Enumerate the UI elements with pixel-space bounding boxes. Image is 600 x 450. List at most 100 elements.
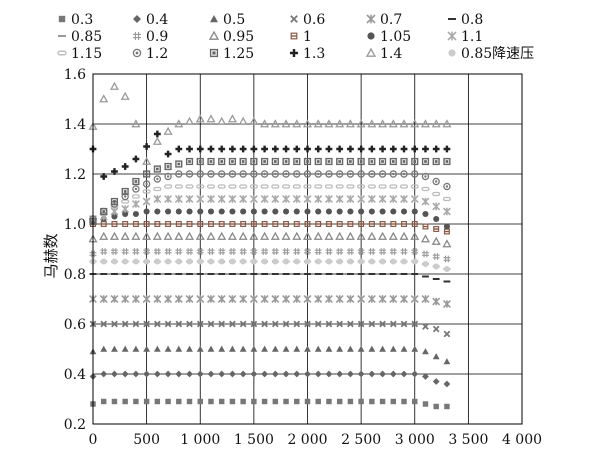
data-point bbox=[324, 184, 333, 189]
data-point bbox=[422, 210, 429, 218]
data-point bbox=[400, 157, 408, 166]
data-point bbox=[378, 295, 387, 303]
data-point bbox=[100, 221, 107, 227]
y-tick-label: 1.6 bbox=[64, 67, 86, 83]
data-point bbox=[282, 320, 290, 328]
data-point bbox=[250, 370, 258, 378]
legend-label: 1.3 bbox=[303, 46, 325, 62]
legend-item: 1.15 bbox=[57, 46, 102, 62]
legend-label: 0.7 bbox=[380, 12, 402, 28]
legend-label: 1.15 bbox=[71, 46, 102, 62]
data-point bbox=[356, 119, 366, 128]
data-point bbox=[217, 184, 226, 189]
data-point bbox=[260, 170, 269, 178]
data-point bbox=[260, 184, 269, 189]
data-point bbox=[422, 401, 429, 407]
data-point bbox=[122, 398, 128, 405]
data-point bbox=[131, 295, 140, 303]
data-point bbox=[260, 195, 269, 203]
data-point bbox=[379, 258, 386, 265]
data-point bbox=[303, 195, 312, 203]
legend-label: 0.3 bbox=[71, 12, 93, 28]
data-point bbox=[227, 231, 237, 240]
data-point bbox=[442, 300, 451, 308]
data-point bbox=[432, 177, 440, 186]
data-point bbox=[143, 221, 150, 227]
data-point bbox=[185, 184, 194, 189]
data-point bbox=[207, 295, 215, 303]
data-point bbox=[132, 345, 140, 352]
data-point bbox=[433, 215, 440, 223]
data-point bbox=[302, 231, 313, 240]
data-point bbox=[281, 184, 291, 189]
data-point bbox=[261, 345, 268, 352]
data-point bbox=[282, 248, 290, 255]
series-5 bbox=[89, 295, 451, 308]
data-point bbox=[250, 170, 258, 178]
data-point bbox=[400, 170, 408, 178]
data-point bbox=[185, 157, 194, 166]
data-point bbox=[400, 295, 408, 303]
data-point bbox=[239, 320, 247, 328]
series-8 bbox=[89, 248, 451, 263]
data-point bbox=[218, 221, 225, 227]
data-point bbox=[229, 208, 236, 215]
legend-marker-icon bbox=[57, 50, 67, 56]
data-point bbox=[432, 297, 441, 306]
series-15 bbox=[89, 157, 451, 226]
data-point bbox=[165, 258, 172, 265]
data-point bbox=[250, 258, 257, 265]
data-point bbox=[261, 398, 268, 405]
data-point bbox=[207, 320, 215, 328]
data-point bbox=[410, 184, 419, 189]
x-tick-label: 4 000 bbox=[502, 432, 542, 448]
legend-label: 1.05 bbox=[380, 29, 411, 45]
data-point bbox=[345, 231, 355, 240]
data-point bbox=[293, 221, 300, 227]
data-point bbox=[165, 398, 171, 405]
x-tick-label: 3 000 bbox=[395, 432, 435, 448]
data-point bbox=[389, 345, 397, 352]
data-point bbox=[400, 320, 408, 328]
data-point bbox=[315, 398, 321, 405]
data-point bbox=[261, 248, 268, 255]
data-point bbox=[111, 221, 118, 227]
data-point bbox=[111, 370, 118, 378]
data-point bbox=[196, 195, 205, 203]
data-point bbox=[410, 119, 420, 128]
data-point bbox=[411, 221, 418, 227]
data-point bbox=[292, 295, 301, 303]
data-point bbox=[443, 223, 450, 230]
legend-item: 1.2 bbox=[132, 46, 168, 62]
data-point bbox=[281, 119, 291, 128]
data-point bbox=[121, 163, 129, 170]
data-point bbox=[400, 370, 408, 378]
series-6 bbox=[89, 273, 451, 283]
data-point bbox=[239, 248, 247, 255]
data-point bbox=[271, 145, 279, 153]
data-point bbox=[293, 370, 301, 378]
data-point bbox=[229, 248, 236, 255]
data-point bbox=[442, 239, 452, 248]
data-point bbox=[270, 119, 280, 128]
legend: 0.3 0.4 0.5 0.6 0.7 0.8 0.85 0.9 0.95 1 1.05 1.1 1.1… bbox=[57, 12, 534, 62]
data-point bbox=[422, 250, 429, 258]
data-point bbox=[122, 210, 129, 218]
data-point bbox=[249, 231, 259, 240]
data-point bbox=[207, 221, 214, 227]
data-point bbox=[304, 345, 311, 352]
data-point bbox=[207, 157, 215, 166]
data-point bbox=[131, 231, 141, 240]
series-18 bbox=[89, 258, 450, 273]
data-point bbox=[164, 184, 173, 189]
data-point bbox=[401, 221, 408, 227]
data-point bbox=[239, 295, 248, 303]
data-point bbox=[304, 258, 311, 265]
legend-marker-icon bbox=[132, 48, 142, 58]
legend-item: 0.4 bbox=[133, 12, 168, 28]
data-point bbox=[196, 248, 204, 255]
data-point bbox=[111, 398, 118, 405]
y-tick-label: 0.6 bbox=[64, 317, 86, 333]
data-point bbox=[164, 162, 172, 171]
series-4 bbox=[89, 320, 451, 338]
